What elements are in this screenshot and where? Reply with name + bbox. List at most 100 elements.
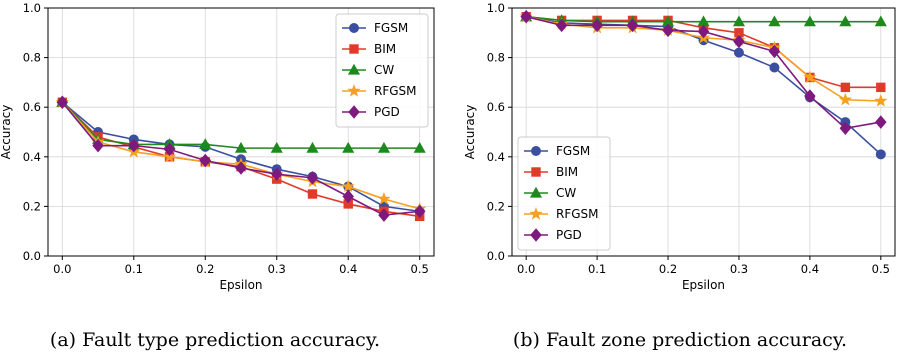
y-tick-label: 0.0 xyxy=(487,249,505,263)
data-point xyxy=(768,44,781,59)
x-tick-label: 0.4 xyxy=(801,262,819,276)
x-tick-label: 0.0 xyxy=(517,262,535,276)
plot-frame xyxy=(47,7,435,257)
x-tick-label: 0.2 xyxy=(659,262,677,276)
data-point xyxy=(306,141,319,153)
legend: FGSM BIM CW RFGSM PGD xyxy=(335,13,429,128)
legend-label: RFGSM xyxy=(374,84,417,98)
data-point xyxy=(128,138,140,153)
legend-marker xyxy=(347,84,361,97)
data-point xyxy=(876,82,886,93)
y-axis-label: Accuracy xyxy=(0,105,13,160)
legend-box xyxy=(335,13,429,128)
caption-a: (a) Fault type prediction accuracy. xyxy=(50,329,380,351)
data-point xyxy=(875,149,886,160)
plot-frame xyxy=(511,7,896,257)
legend-label: FGSM xyxy=(374,21,408,35)
legend-entry-fgsm: FGSM xyxy=(524,144,590,158)
x-tick-label: 0.5 xyxy=(872,262,890,276)
data-point xyxy=(378,208,390,222)
data-point xyxy=(162,149,177,163)
y-tick-label: 0.6 xyxy=(23,100,41,114)
y-tick-label: 0.8 xyxy=(23,51,41,65)
data-point xyxy=(307,189,318,199)
legend-entry-pgd: PGD xyxy=(524,228,582,242)
legend-entry-cw: CW xyxy=(524,186,576,200)
legend-marker xyxy=(529,207,543,220)
data-point xyxy=(591,18,603,33)
legend-marker xyxy=(530,228,542,242)
legend-label: PGD xyxy=(374,105,400,119)
x-tick-label: 0.3 xyxy=(730,262,748,276)
data-point xyxy=(342,141,355,153)
legend-label: CW xyxy=(556,186,576,200)
data-point xyxy=(342,189,354,204)
data-point xyxy=(840,82,851,93)
x-tick-label: 0.2 xyxy=(196,262,214,276)
x-tick-label: 0.0 xyxy=(53,262,71,276)
data-point xyxy=(235,161,247,175)
x-tick-label: 0.4 xyxy=(339,262,357,276)
data-point xyxy=(199,138,212,150)
legend-marker xyxy=(349,23,359,33)
legend-label: BIM xyxy=(556,165,578,179)
legend-label: CW xyxy=(374,63,394,77)
legend-marker xyxy=(529,186,543,198)
y-tick-label: 0.0 xyxy=(23,249,41,263)
caption-b: (b) Fault zone prediction accuracy. xyxy=(513,329,847,351)
data-point xyxy=(838,92,852,106)
data-point xyxy=(341,179,355,193)
data-point xyxy=(804,89,816,103)
data-point xyxy=(769,62,780,73)
y-axis-label: Accuracy xyxy=(463,105,477,160)
y-tick-label: 0.4 xyxy=(23,150,41,164)
data-point xyxy=(56,95,69,110)
y-tick-label: 1.0 xyxy=(487,1,505,15)
x-tick-label: 0.1 xyxy=(588,262,606,276)
data-point xyxy=(874,15,887,27)
legend-marker xyxy=(531,167,541,177)
data-point xyxy=(839,15,852,27)
data-point xyxy=(520,9,532,24)
data-point xyxy=(199,153,212,168)
data-point xyxy=(626,18,639,33)
legend-label: PGD xyxy=(556,228,582,242)
legend-entry-cw: CW xyxy=(342,63,394,77)
data-point xyxy=(733,47,744,58)
data-point xyxy=(270,141,283,153)
y-tick-label: 0.2 xyxy=(23,199,41,213)
legend-label: BIM xyxy=(374,42,396,56)
data-point xyxy=(163,142,176,157)
data-point xyxy=(839,121,852,136)
legend-marker xyxy=(347,63,361,75)
x-tick-label: 0.3 xyxy=(268,262,286,276)
data-point xyxy=(92,138,104,153)
series-pgd xyxy=(56,95,426,222)
data-point xyxy=(803,15,816,27)
data-point xyxy=(662,23,674,38)
y-tick-label: 0.4 xyxy=(487,150,505,164)
y-tick-label: 1.0 xyxy=(23,1,41,15)
legend: FGSM BIM CW RFGSM PGD xyxy=(517,136,611,251)
legend-label: FGSM xyxy=(556,144,590,158)
data-point xyxy=(413,204,426,219)
legend-marker xyxy=(348,105,360,119)
data-point xyxy=(733,34,745,49)
y-tick-label: 0.8 xyxy=(487,51,505,65)
y-tick-label: 0.2 xyxy=(487,199,505,213)
data-point xyxy=(697,24,710,39)
data-point xyxy=(306,171,319,185)
data-point xyxy=(270,167,283,181)
legend-box xyxy=(517,136,611,251)
data-point xyxy=(768,15,781,27)
legend-entry-bim: BIM xyxy=(524,165,578,179)
data-point xyxy=(875,115,887,129)
data-point xyxy=(732,15,746,27)
y-tick-label: 0.6 xyxy=(487,100,505,114)
x-axis-label: Epsilon xyxy=(682,278,725,292)
legend-marker xyxy=(531,146,541,156)
series-pgd xyxy=(520,9,887,136)
x-tick-label: 0.5 xyxy=(411,262,429,276)
legend-entry-rfgsm: RFGSM xyxy=(342,84,417,98)
